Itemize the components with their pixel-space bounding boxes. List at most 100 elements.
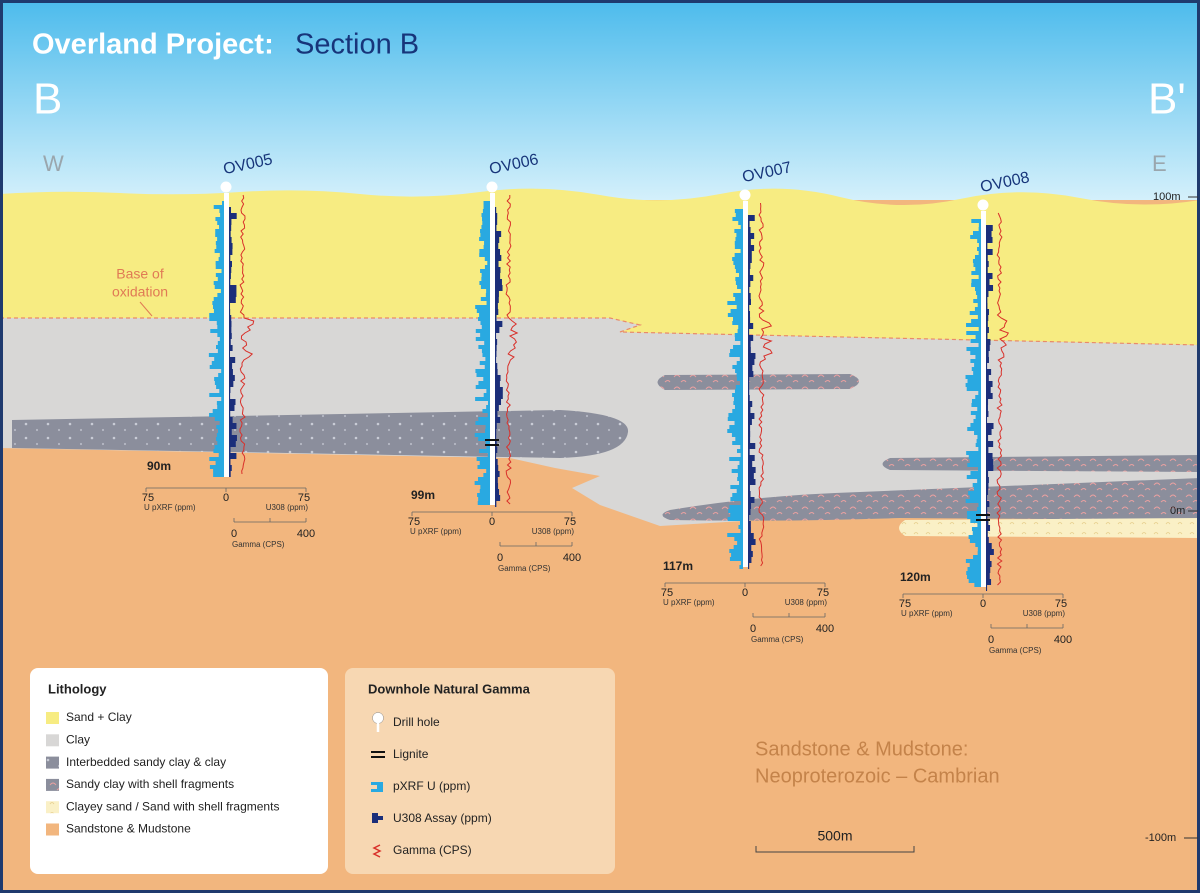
pxrf-bar	[734, 253, 743, 257]
pxrf-bar	[213, 281, 224, 285]
u308-bar	[229, 345, 233, 351]
tick-label: 75	[817, 587, 829, 599]
legend-item: U308 Assay (ppm)	[393, 811, 492, 825]
u308-bar	[986, 273, 993, 279]
tick-label: 75	[298, 492, 310, 504]
pxrf-bar	[215, 217, 224, 221]
pxrf-bar	[975, 267, 981, 271]
legend-item: Drill hole	[393, 715, 440, 729]
pxrf-bar	[737, 477, 743, 481]
pxrf-bar	[484, 341, 490, 345]
u308-bar	[986, 285, 994, 291]
hole-column	[743, 201, 748, 567]
u308-bar	[229, 405, 235, 411]
u308-bar	[986, 357, 989, 363]
pxrf-bar	[219, 253, 224, 257]
pxrf-bar	[217, 293, 224, 297]
u308-bar	[495, 297, 499, 303]
elevation-label: -100m	[1145, 832, 1176, 844]
pxrf-bar	[977, 479, 981, 483]
pxrf-bar	[978, 223, 981, 227]
pxrf-bar	[480, 269, 490, 273]
legend-item: Sandstone & Mudstone	[66, 822, 191, 836]
u308-bar	[495, 321, 503, 327]
pxrf-bar	[733, 345, 743, 349]
pxrf-bar	[480, 333, 490, 337]
pxrf-bar	[970, 359, 981, 363]
u308-bar	[748, 353, 756, 359]
pxrf-bar	[733, 401, 743, 405]
u308-bar	[748, 395, 750, 401]
pxrf-bar	[486, 389, 490, 393]
legend-item: Clayey sand / Sand with shell fragments	[66, 799, 279, 813]
u308-bar	[986, 333, 988, 339]
pxrf-bar	[217, 341, 224, 345]
pxrf-bar	[217, 405, 224, 409]
lithology-swatch	[46, 778, 59, 791]
pxrf-bar	[737, 329, 743, 333]
u308-bar	[748, 263, 751, 269]
pxrf-bar	[973, 263, 981, 267]
u308-bar	[986, 261, 989, 267]
pxrf-bar	[216, 345, 224, 349]
u308-bar	[748, 221, 750, 227]
u308-bar	[748, 551, 753, 557]
u308-bar	[986, 567, 991, 573]
pxrf-bar	[221, 201, 224, 205]
pxrf-bar	[216, 433, 224, 437]
pxrf-bar	[482, 409, 490, 413]
u308-bar	[748, 407, 751, 413]
pxrf-bar	[977, 523, 981, 527]
pxrf-bar	[736, 377, 743, 381]
u308-bar	[495, 399, 502, 405]
pxrf-bar	[483, 201, 490, 205]
u308-bar	[229, 303, 231, 309]
u308-bar	[229, 321, 232, 327]
pxrf-bar	[209, 413, 224, 417]
pxrf-bar	[974, 307, 981, 311]
east-label: E	[1152, 151, 1167, 176]
u308-bar	[229, 315, 232, 321]
pxrf-bar	[975, 335, 981, 339]
pxrf-bar	[732, 321, 743, 325]
pxrf-bar	[483, 245, 490, 249]
pxrf-bar	[977, 435, 981, 439]
axis-label: U308 (ppm)	[532, 527, 575, 536]
tick-label: 0	[742, 587, 748, 599]
axis-label: Gamma (CPS)	[989, 646, 1042, 655]
pxrf-bar	[218, 257, 224, 261]
u308-bar	[748, 251, 752, 257]
elevation-label: 100m	[1153, 191, 1181, 203]
pxrf-bar	[735, 281, 743, 285]
pxrf-bar	[727, 313, 743, 317]
sand-clay-layer	[0, 188, 1200, 345]
pxrf-bar	[740, 249, 743, 253]
pxrf-bar	[484, 241, 490, 245]
tick-label: 75	[142, 492, 154, 504]
u308-bar	[495, 477, 498, 483]
u308-bar	[748, 245, 755, 251]
pxrf-bar	[967, 567, 981, 571]
axis-label: U pXRF (ppm)	[901, 609, 953, 618]
u308-bar	[229, 429, 232, 435]
pxrf-bar	[214, 285, 224, 289]
pxrf-bar	[740, 501, 743, 505]
pxrf-bar	[479, 361, 490, 365]
u308-bar	[495, 327, 500, 333]
formation-label: Neoproterozoic – Cambrian	[755, 765, 1000, 787]
pxrf-bar	[971, 219, 981, 223]
pxrf-bar	[734, 333, 743, 337]
legend-item: Interbedded sandy clay & clay	[66, 755, 226, 769]
u308-bar	[748, 461, 753, 467]
u308-bar	[229, 297, 236, 303]
pxrf-bar	[483, 473, 490, 477]
pxrf-bar	[476, 457, 490, 461]
u308-bar	[986, 327, 989, 333]
pxrf-bar	[474, 481, 490, 485]
u308-bar	[495, 501, 497, 507]
tick-label: 400	[297, 528, 315, 540]
pxrf-bar	[475, 305, 490, 309]
pxrf-bar	[965, 559, 981, 563]
pxrf-bar	[965, 383, 981, 387]
axis-label: Gamma (CPS)	[232, 540, 285, 549]
